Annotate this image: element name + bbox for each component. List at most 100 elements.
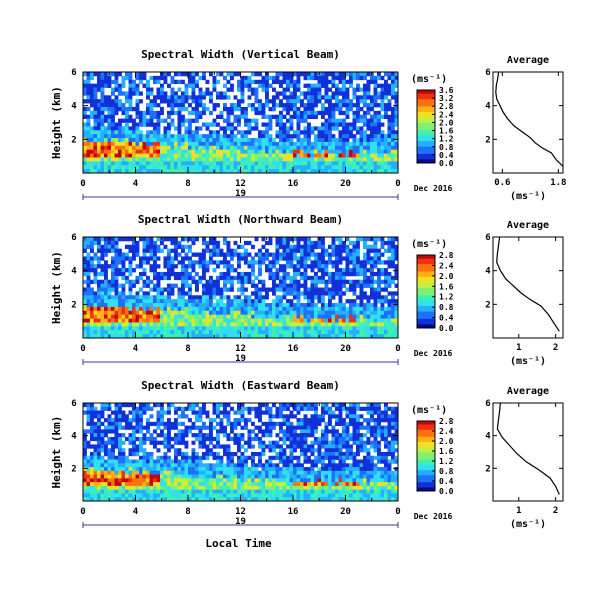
x-tick-label: 20 [340,344,351,354]
x-tick-label: 4 [133,179,139,189]
colorbar-tick-label: 1.2 [439,135,454,144]
panel-3 [82,402,564,528]
y-tick-label: 4 [71,267,77,277]
x-tick-label: 20 [340,179,351,189]
x-tick-label: 8 [185,179,190,189]
average-y-tick-label: 6 [485,68,490,78]
colorbar-tick-label: 0.0 [439,324,454,333]
x-tick-label: 12 [235,344,246,354]
y-tick-label: 6 [71,399,76,409]
colorbar-tick-label: 0.4 [439,314,454,323]
average-x-label: (ms⁻¹) [510,191,546,202]
y-tick-label: 2 [71,464,76,474]
date-label: 19 [235,517,246,527]
colorbar-tick-label: 0.8 [439,303,454,312]
colorbar-tick-label: 2.0 [439,437,454,446]
average-x-label: (ms⁻¹) [510,519,546,530]
colorbar-unit: (ms⁻¹) [411,74,447,85]
date-suffix: Dec 2016 [414,184,453,193]
average-x-tick-label: 1 [516,343,521,353]
date-label: 19 [235,354,246,364]
average-y-tick-label: 2 [485,464,490,474]
colorbar-tick-label: 2.8 [439,417,454,426]
x-tick-label: 16 [288,179,299,189]
colorbar-unit: (ms⁻¹) [411,405,447,416]
average-profile-line [496,402,560,495]
average-y-tick-label: 4 [485,102,491,112]
colorbar-tick-label: 2.0 [439,118,454,127]
y-axis-label: Height (km) [50,416,63,489]
colorbar-tick-label: 0.4 [439,477,454,486]
heatmap-cells [83,237,399,339]
average-title: Average [507,386,549,397]
colorbar-tick-label: 1.2 [439,457,454,466]
colorbar-tick-label: 2.8 [439,251,454,260]
y-tick-label: 2 [71,300,76,310]
colorbar-tick-label: 2.4 [439,427,454,436]
colorbar-tick-label: 1.6 [439,127,454,136]
x-tick-label: 12 [235,179,246,189]
colorbar-tick-label: 0.0 [439,159,454,168]
colorbar-tick-label: 1.6 [439,447,454,456]
x-tick-label: 0 [80,179,85,189]
heatmap-cells [83,403,399,502]
colorbar-tick-label: 2.4 [439,110,454,119]
x-tick-label: 0 [80,507,85,517]
average-y-tick-label: 4 [485,432,491,442]
panel-title: Spectral Width (Eastward Beam) [141,379,340,392]
average-x-tick-label: 2 [553,343,558,353]
date-label: 19 [235,189,246,199]
y-tick-label: 4 [71,102,77,112]
average-profile-line [496,236,560,332]
average-y-tick-label: 2 [485,300,490,310]
colorbar-frame [416,89,436,164]
colorbar-tick-label: 3.6 [439,86,454,95]
average-profile-line [495,71,564,167]
colorbar-tick-label: 0.4 [439,151,454,160]
panel-2 [82,236,564,365]
colorbar-frame [416,420,436,492]
x-tick-label: 0 [80,344,85,354]
colorbar-tick-label: 0.8 [439,143,454,152]
average-panel [492,71,564,174]
colorbar-tick-label: 3.2 [439,94,454,103]
panel-1 [82,71,564,200]
x-tick-label: 16 [288,507,299,517]
x-tick-label: 0 [395,179,400,189]
average-x-tick-label: 1.8 [550,178,566,188]
heatmap-cells [83,72,399,174]
colorbar-tick-label: 2.8 [439,102,454,111]
average-frame [492,402,564,502]
date-suffix: Dec 2016 [414,512,453,521]
average-frame [492,236,564,339]
average-x-tick-label: 0.6 [494,178,510,188]
y-axis-label: Height (km) [50,251,63,324]
colorbar-unit: (ms⁻¹) [411,239,447,250]
average-panel [492,402,564,502]
colorbar-tick-label: 2.0 [439,272,454,281]
panel-title: Spectral Width (Northward Beam) [138,213,343,226]
y-tick-label: 4 [71,432,77,442]
average-panel [492,236,564,339]
y-tick-label: 6 [71,68,76,78]
colorbar [416,420,436,492]
y-tick-label: 2 [71,135,76,145]
colorbar-tick-label: 1.6 [439,282,454,291]
x-tick-label: 8 [185,507,190,517]
colorbar [416,89,436,164]
average-y-tick-label: 6 [485,233,490,243]
average-y-tick-label: 2 [485,135,490,145]
average-title: Average [507,220,549,231]
x-tick-label: 8 [185,344,190,354]
average-y-tick-label: 4 [485,267,491,277]
colorbar-tick-label: 0.0 [439,487,454,496]
average-frame [492,71,564,174]
average-x-label: (ms⁻¹) [510,356,546,367]
x-tick-label: 20 [340,507,351,517]
x-tick-label: 12 [235,507,246,517]
average-x-tick-label: 1 [516,506,521,516]
x-tick-label: 4 [133,344,139,354]
y-axis-label: Height (km) [50,86,63,159]
